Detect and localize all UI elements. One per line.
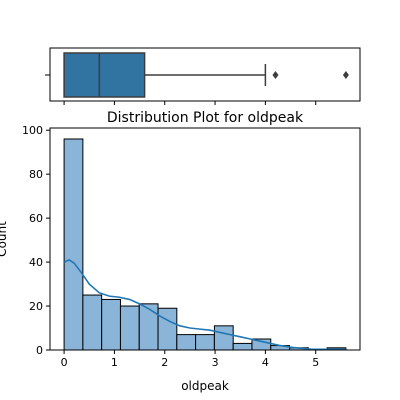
x-tick-label: 0 <box>61 356 68 369</box>
kde-line <box>63 258 346 351</box>
x-tick-label: 3 <box>212 356 219 369</box>
y-axis-label: Count <box>0 221 9 257</box>
y-tick-label: 40 <box>29 256 43 269</box>
y-tick-label: 0 <box>36 344 43 357</box>
box-outlier <box>342 71 349 79</box>
box-outlier <box>272 71 279 79</box>
chart-title: Distribution Plot for oldpeak <box>107 110 304 126</box>
histogram-bar <box>157 307 178 351</box>
y-tick-label: 60 <box>29 212 43 225</box>
histogram-bar <box>176 334 197 351</box>
x-tick-label: 1 <box>111 356 118 369</box>
histogram-bar <box>138 303 159 351</box>
histogram-bar <box>101 298 121 351</box>
x-axis-label: oldpeak <box>181 379 229 393</box>
x-tick-label: 2 <box>161 356 168 369</box>
boxplot-panel <box>45 47 361 105</box>
y-tick-label: 20 <box>29 300 43 313</box>
histogram-bar <box>119 305 140 351</box>
histogram-bar <box>213 325 234 351</box>
y-tick-label: 80 <box>29 168 43 181</box>
histogram-bar <box>63 138 84 351</box>
y-tick-label: 100 <box>22 124 43 137</box>
box-iqr <box>63 52 146 98</box>
x-tick-label: 5 <box>312 356 319 369</box>
histogram-bar <box>232 342 253 351</box>
histogram-frame <box>49 127 361 351</box>
x-tick-label: 4 <box>262 356 269 369</box>
histogram-bar <box>82 294 103 351</box>
histogram-bar <box>195 334 215 351</box>
histogram-panel: Distribution Plot for oldpeak 0 1 2 3 4 5 0 20… <box>0 110 361 393</box>
